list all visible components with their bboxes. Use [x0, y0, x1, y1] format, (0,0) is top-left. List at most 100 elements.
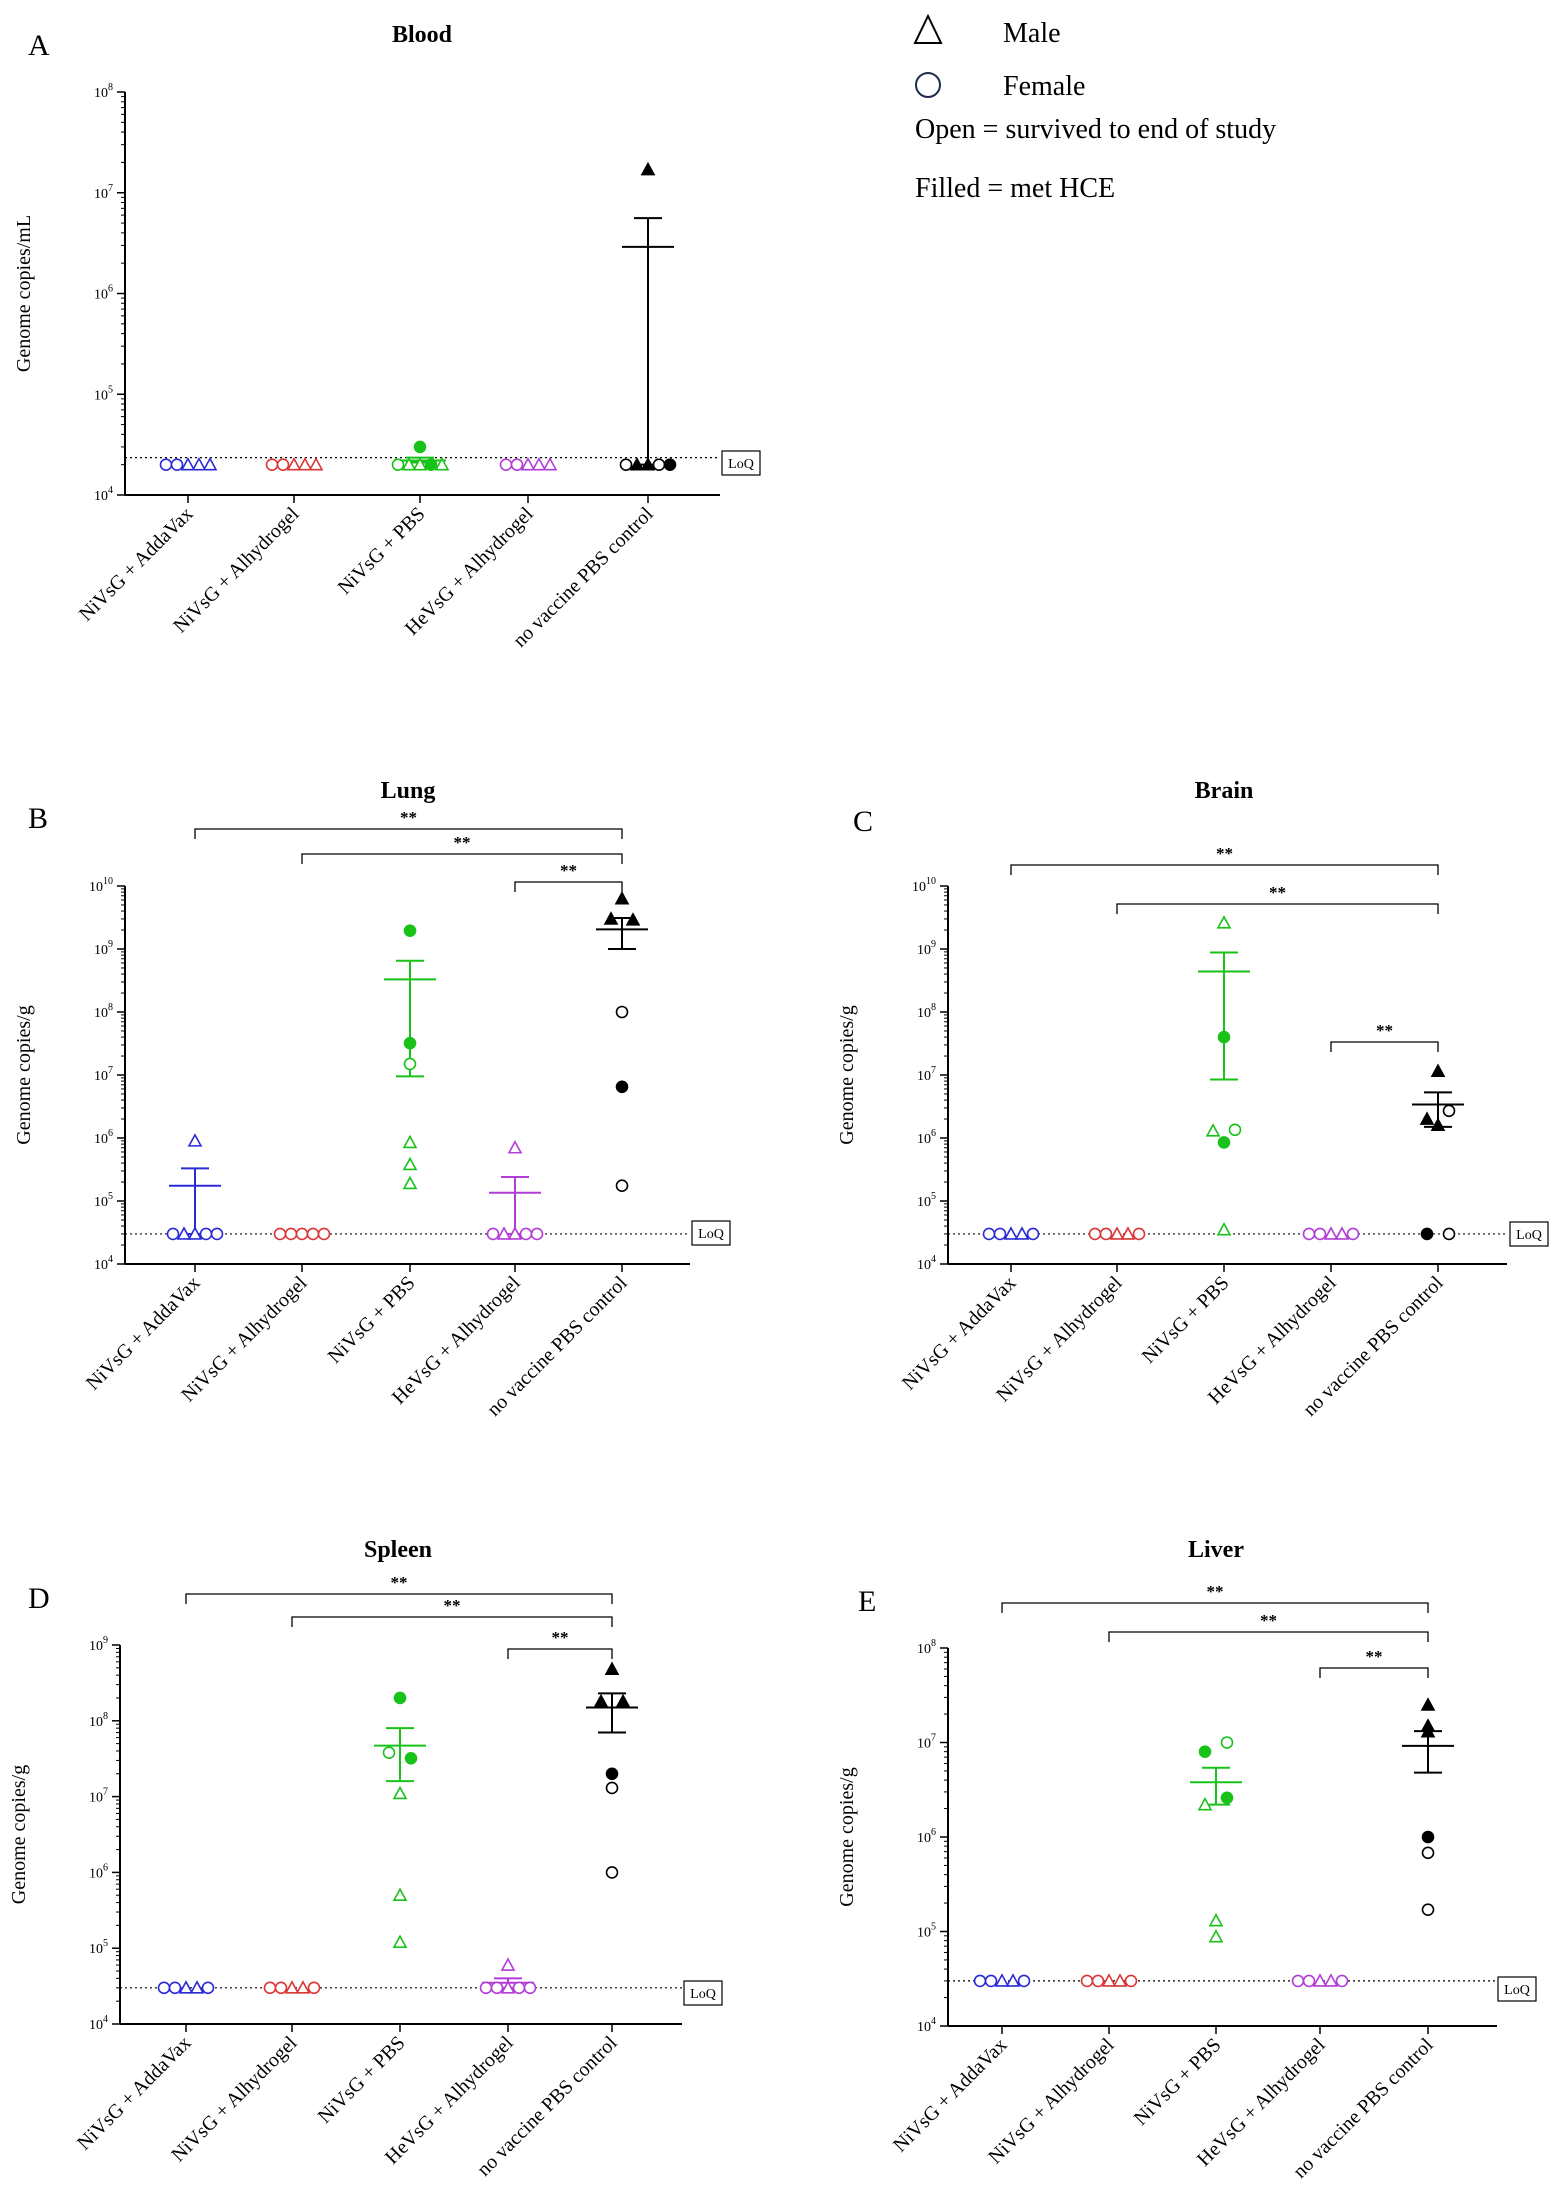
data-point-circle [284, 1227, 298, 1241]
panel-letter: C [853, 805, 873, 838]
data-point-triangle [1197, 1796, 1213, 1811]
data-point-triangle [191, 457, 207, 471]
loq-label: LoQ [698, 1227, 724, 1242]
data-point-circle [519, 1227, 533, 1241]
data-point-triangle [1419, 1111, 1435, 1125]
data-point-triangle [1420, 1724, 1436, 1738]
data-point-circle [1124, 1974, 1138, 1988]
data-point-triangle [412, 457, 428, 471]
legend-filled-note: Filled = met HCE [915, 173, 1115, 204]
x-category-label: NiVsG + AddaVax [73, 2032, 196, 2155]
significance-label: ** [552, 1628, 569, 1647]
significance-label: ** [391, 1573, 408, 1592]
significance-bracket [507, 1648, 613, 1659]
data-point-circle [307, 1981, 321, 1995]
significance-label: ** [1207, 1582, 1224, 1601]
data-point-circle [295, 1227, 309, 1241]
data-point-circle [1346, 1227, 1360, 1241]
data-point-triangle [1323, 1226, 1339, 1240]
data-point-triangle [1216, 915, 1232, 929]
y-tick-label: 105 [917, 1191, 936, 1210]
series-alhydrogel [273, 1227, 331, 1241]
significance-bracket [185, 1593, 613, 1604]
significance-label: ** [454, 833, 471, 852]
data-point-circle [263, 1981, 277, 1995]
y-tick-label: 1010 [912, 876, 936, 895]
data-point-triangle [1216, 1222, 1232, 1236]
data-point-triangle [629, 457, 645, 471]
data-point-circle [1442, 1104, 1456, 1118]
data-point-triangle [604, 1661, 620, 1675]
chart-title: Spleen [364, 1537, 432, 1563]
significance-bracket [194, 828, 623, 839]
y-tick-label: 107 [917, 1733, 936, 1752]
data-point-triangle [994, 1973, 1010, 1987]
data-point-triangle [1430, 1117, 1446, 1131]
data-point-triangle [1014, 1226, 1030, 1240]
loq-label-box [1509, 1221, 1549, 1247]
data-point-circle [1026, 1227, 1040, 1241]
data-point-circle [1217, 1030, 1231, 1044]
y-axis-label: Genome copies/g [836, 1005, 858, 1144]
significance-bracket [291, 1616, 613, 1627]
data-point-circle [1335, 1974, 1349, 1988]
data-point-circle [615, 1179, 629, 1192]
y-tick-label: 104 [917, 2016, 936, 2035]
series-addavax [982, 1226, 1040, 1241]
data-point-triangle [1323, 1973, 1339, 1987]
y-axis-label: Genome copies/mL [13, 215, 35, 372]
data-point-triangle [1208, 1929, 1224, 1943]
legend: Male Female Open = survived to end of st… [913, 13, 1276, 204]
y-tick-label: 106 [917, 1827, 936, 1846]
series-alhydrogel [1088, 1226, 1146, 1241]
significance-bracket [1108, 1631, 1429, 1642]
data-point-triangle [1208, 1913, 1224, 1927]
y-tick-label: 105 [917, 1922, 936, 1941]
x-category-label: NiVsG + PBS [334, 503, 430, 599]
chart-title: Brain [1195, 778, 1254, 804]
data-point-circle [1099, 1227, 1113, 1241]
y-tick-label: 106 [917, 1128, 936, 1147]
data-point-circle [1421, 1830, 1435, 1844]
significance-bracket [1010, 864, 1439, 875]
data-point-circle [404, 1752, 418, 1765]
data-point-circle [159, 458, 173, 471]
data-point-circle [499, 458, 513, 471]
data-point-circle [403, 1036, 417, 1050]
data-point-circle [265, 458, 279, 471]
data-point-triangle [308, 457, 324, 471]
data-point-circle [615, 1080, 629, 1094]
data-point-circle [210, 1227, 224, 1241]
data-point-circle [1080, 1974, 1094, 1988]
data-point-triangle [434, 457, 450, 471]
panel-letter: D [28, 1582, 50, 1615]
data-point-triangle [500, 1980, 516, 1994]
legend-open-note: Open = survived to end of study [915, 114, 1276, 145]
loq-label: LoQ [1504, 1983, 1530, 1998]
data-point-triangle [401, 457, 417, 471]
series-addavax [157, 1980, 215, 1995]
data-point-circle [1302, 1227, 1316, 1241]
data-point-triangle [507, 1140, 523, 1154]
series-control [619, 161, 677, 471]
data-point-circle [276, 458, 290, 471]
series-alhydrogel [265, 457, 324, 471]
series-hev [1291, 1973, 1349, 1988]
data-point-triangle [625, 912, 641, 926]
data-point-triangle [1430, 1063, 1446, 1077]
data-point-circle [201, 1981, 215, 1995]
significance-label: ** [1216, 844, 1233, 863]
significance-label: ** [560, 861, 577, 880]
series-hev [486, 1140, 544, 1241]
x-category-label: NiVsG + PBS [314, 2032, 410, 2128]
series-control [1412, 1063, 1464, 1241]
data-point-circle [424, 458, 438, 471]
data-point-circle [984, 1974, 998, 1988]
data-point-triangle [593, 1693, 609, 1708]
significance-label: ** [1269, 883, 1286, 902]
data-point-circle [157, 1981, 171, 1995]
panel-c: C Brain Genome copies/g 104 105 106 107 108 109 1… [836, 778, 1549, 1421]
panel-e: E Liver Genome copies/g 104 105 106 107 108 NiVs… [836, 1537, 1537, 2183]
panel-a: A Blood Genome copies/mL 104 105 106 107 108 NiV… [13, 22, 761, 652]
data-point-circle [403, 1057, 417, 1071]
